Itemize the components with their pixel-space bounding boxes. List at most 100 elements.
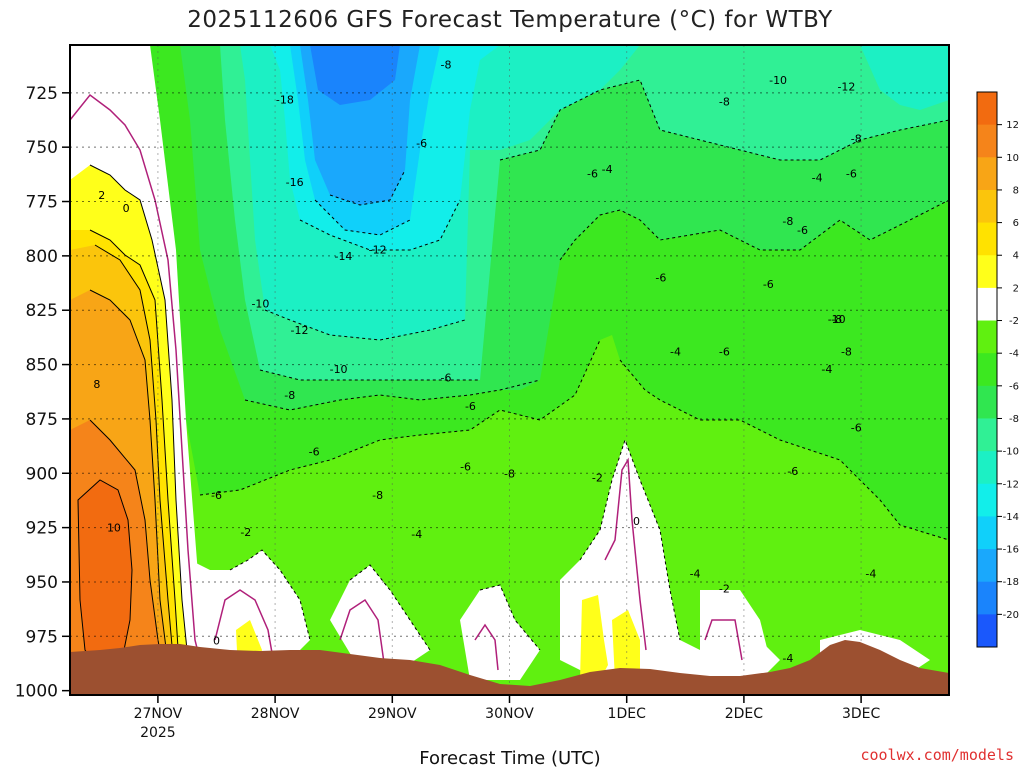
- colorbar-swatch: [977, 451, 997, 485]
- contour-label: -10: [828, 313, 846, 326]
- x-tick-label: 30NOV: [485, 706, 534, 722]
- contour-label: -8: [504, 467, 515, 480]
- y-tick-label: 800: [26, 247, 58, 267]
- contour-label: -8: [851, 132, 862, 145]
- colorbar-swatch: [977, 353, 997, 387]
- colorbar-label: -20: [1003, 610, 1019, 621]
- contour-label: -6: [797, 224, 808, 237]
- x-axis-label: Forecast Time (UTC): [419, 748, 600, 768]
- contour-label: 0: [633, 515, 640, 528]
- x-tick-label: 2DEC: [725, 706, 764, 722]
- contour-label: -4: [411, 528, 422, 541]
- y-tick-label: 850: [26, 356, 58, 376]
- contour-label: -8: [441, 59, 452, 72]
- colorbar-label: -12: [1003, 479, 1019, 490]
- contour-label: -6: [465, 400, 476, 413]
- colorbar-swatch: [977, 157, 997, 191]
- field-plus2-pocket-1: [580, 595, 608, 680]
- contour-label: -6: [846, 167, 857, 180]
- contour-label: 0: [123, 202, 130, 215]
- contour-label: -8: [841, 346, 852, 359]
- x-axis: 27NOV 2025 28NOV 29NOV 30NOV 1DEC 2DEC 3DEC: [134, 695, 881, 741]
- contour-label: -18: [276, 93, 294, 106]
- positive-contour-lines: [77, 164, 191, 681]
- contour-labels: 20810-8-18-16-14-12-10-12-10-8-6-6-6-6-6…: [93, 59, 876, 665]
- contour-label: -4: [865, 567, 876, 580]
- colorbar-frame: [976, 91, 998, 648]
- contour-label: -6: [763, 278, 774, 291]
- colorbar-label: -16: [1003, 545, 1019, 556]
- colorbar-label: -14: [1003, 512, 1019, 523]
- contour-label: -2: [240, 526, 251, 539]
- colorbar-swatch: [977, 222, 997, 256]
- contour-label: -8: [284, 389, 295, 402]
- field-near-zero-2: [330, 565, 430, 670]
- contour-label: 8: [93, 378, 100, 391]
- colorbar: 12 10 8 6 4 2 -2 -4 -6 -8 -10 -12 -14 -16 -18 -20: [976, 91, 1019, 648]
- colorbar-label: -8: [1009, 414, 1019, 425]
- grid-lines: [70, 45, 949, 695]
- contour-label: 0: [213, 635, 220, 648]
- colorbar-label: -10: [1003, 447, 1019, 458]
- colorbar-swatch: [977, 516, 997, 550]
- colorbar-swatch: [977, 418, 997, 452]
- x-tick-label: 27NOV: [134, 706, 183, 722]
- contour-label: -6: [787, 465, 798, 478]
- contour-label: -4: [690, 567, 701, 580]
- colorbar-label: 2: [1013, 283, 1019, 294]
- contour-label: -10: [330, 363, 348, 376]
- field-near-zero-3: [460, 585, 540, 680]
- colorbar-swatch: [977, 255, 997, 289]
- y-tick-label: 825: [26, 301, 58, 321]
- colorbar-swatch: [977, 549, 997, 583]
- terrain-surface: [70, 640, 949, 695]
- contour-label: -10: [769, 74, 787, 87]
- colorbar-label: -18: [1003, 577, 1019, 588]
- x-tick-label: 29NOV: [368, 706, 417, 722]
- contour-label: 10: [107, 522, 121, 535]
- colorbar-label: 4: [1013, 251, 1019, 262]
- contour-label: -12: [837, 80, 855, 93]
- field-plus2-pocket-2: [612, 610, 640, 680]
- colorbar-swatch: [977, 614, 997, 648]
- negative-contour-lines: [199, 79, 949, 651]
- credit-link[interactable]: coolwx.com/models: [860, 746, 1014, 764]
- colorbar-swatch: [977, 92, 997, 126]
- y-axis: 725 750 775 800 825 850 875 900 925 950 975 1000: [15, 84, 70, 702]
- x-tick-label: 3DEC: [842, 706, 881, 722]
- contour-label: -8: [719, 96, 730, 109]
- x-tick-sublabel: 2025: [140, 725, 176, 741]
- contour-label: -8: [831, 313, 842, 326]
- contour-label: -4: [782, 652, 793, 665]
- y-tick-label: 1000: [15, 682, 58, 702]
- contour-label: -4: [670, 346, 681, 359]
- contour-label: -2: [592, 472, 603, 485]
- contour-label: -2: [719, 582, 730, 595]
- y-tick-label: 875: [26, 410, 58, 430]
- contour-label: -12: [369, 243, 387, 256]
- plot-area: 20810-8-18-16-14-12-10-12-10-8-6-6-6-6-6…: [70, 45, 949, 695]
- y-tick-label: 750: [26, 138, 58, 158]
- colorbar-swatch: [977, 385, 997, 419]
- colorbar-swatch: [977, 320, 997, 354]
- contour-label: -6: [416, 137, 427, 150]
- contour-label: -6: [587, 167, 598, 180]
- field-near-zero-1: [190, 550, 310, 670]
- contour-label: -6: [309, 446, 320, 459]
- colorbar-label: -2: [1009, 316, 1019, 327]
- contour-label: -8: [372, 489, 383, 502]
- contour-label: -6: [719, 346, 730, 359]
- colorbar-label: 10: [1006, 153, 1019, 164]
- y-tick-label: 900: [26, 464, 58, 484]
- contour-label: -6: [851, 422, 862, 435]
- contour-label: -6: [211, 489, 222, 502]
- contour-label: -6: [460, 461, 471, 474]
- contour-label: -12: [291, 324, 309, 337]
- x-tick-label: 1DEC: [608, 706, 647, 722]
- y-tick-label: 775: [26, 193, 58, 213]
- colorbar-swatch: [977, 287, 997, 322]
- field-near-zero-5: [700, 590, 770, 680]
- contour-label: -4: [812, 172, 823, 185]
- colorbar-label: -4: [1009, 349, 1019, 360]
